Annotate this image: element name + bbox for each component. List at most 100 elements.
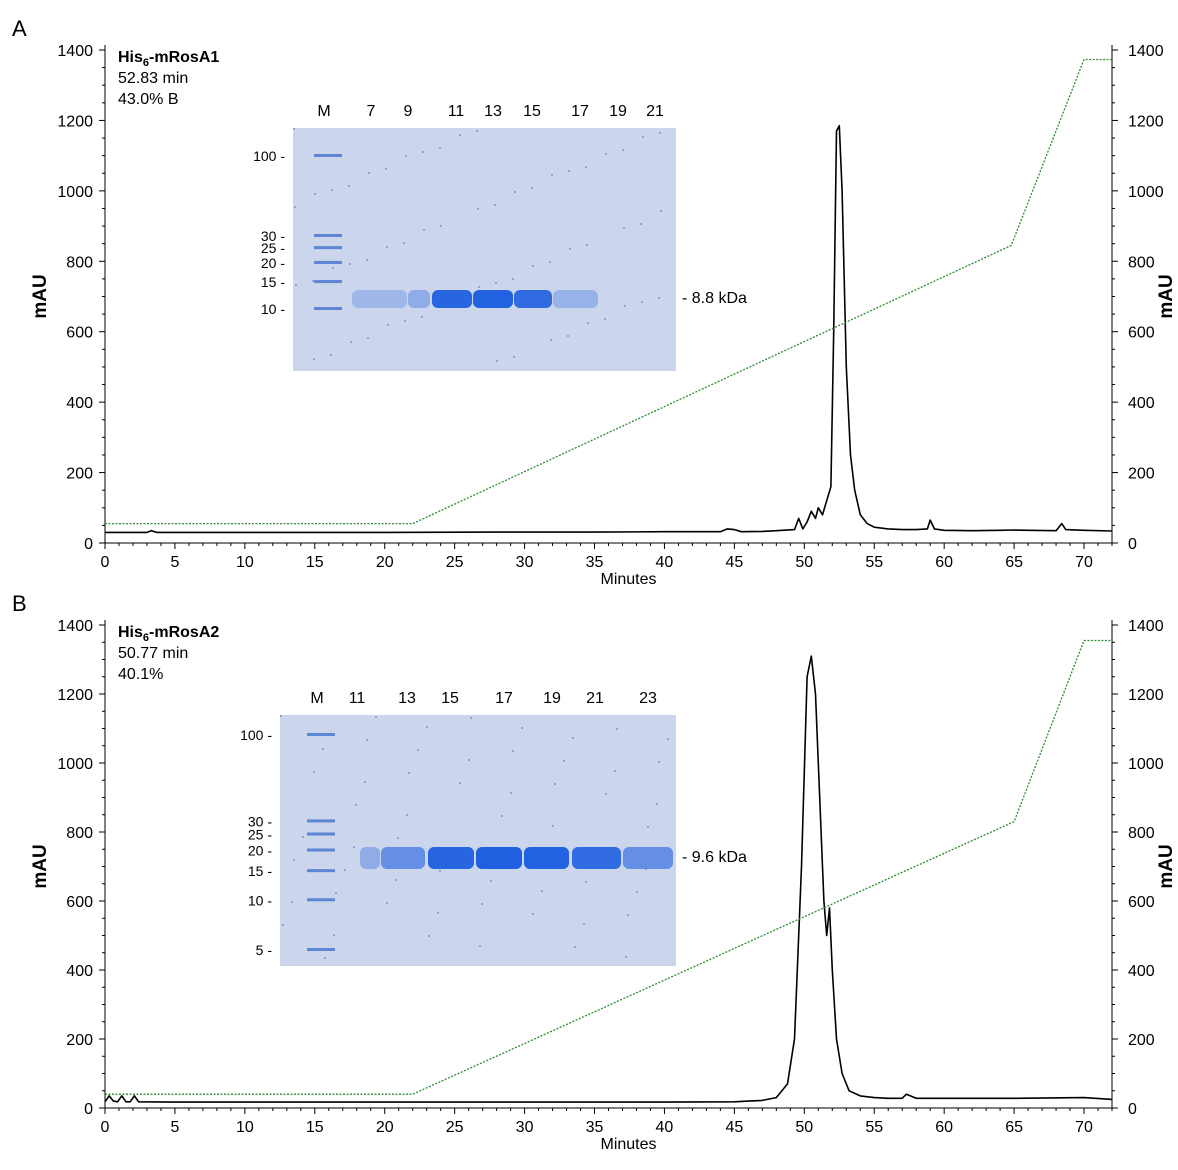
gel-lane-label: 19 [543, 690, 561, 707]
gel-speck [476, 130, 478, 132]
gel-lane-label: 23 [639, 690, 657, 707]
gel-speck [375, 716, 377, 718]
gel-speck [496, 360, 498, 362]
gel-speck [367, 337, 369, 339]
y-tick-label-left: 800 [66, 254, 93, 271]
chart-annotation: 40.1% [118, 666, 163, 683]
y-tick-label-left: 1000 [57, 184, 93, 201]
gel-speck [395, 879, 397, 881]
y-tick-label-right: 800 [1128, 825, 1155, 842]
x-tick-label: 0 [101, 1119, 110, 1136]
x-tick-label: 20 [376, 1119, 394, 1136]
gel-speck [551, 174, 553, 176]
gel-speck [623, 227, 625, 229]
x-tick-label: 25 [446, 1119, 464, 1136]
gel-lane-label: 13 [398, 690, 416, 707]
y-tick-label-left: 1200 [57, 687, 93, 704]
gel-speck [490, 880, 492, 882]
gel-speck [513, 356, 515, 358]
gel-marker-band [307, 898, 335, 902]
panel-label: A [12, 16, 27, 41]
absorbance-trace [105, 124, 1113, 534]
gel-band-label: - 9.6 kDa [682, 849, 747, 866]
x-tick-label: 15 [306, 554, 324, 571]
gel-speck [586, 244, 588, 246]
x-tick-label: 35 [586, 1119, 604, 1136]
y-axis-label-left: mAU [30, 274, 51, 318]
y-axis-label-right: mAU [1156, 274, 1177, 318]
x-tick-label: 40 [656, 1119, 674, 1136]
gel-lane-label: 11 [448, 103, 465, 120]
absorbance-trace [104, 655, 1113, 1103]
gel-speck [622, 149, 624, 151]
gel-speck [585, 881, 587, 883]
gel-speck [282, 924, 284, 926]
gel-speck [627, 914, 629, 916]
y-tick-label-left: 800 [66, 825, 93, 842]
gel-lane-label: M [317, 103, 330, 120]
x-tick-label: 55 [865, 1119, 883, 1136]
gel-speck [647, 826, 649, 828]
gradient-trace [105, 639, 1112, 1095]
gel-speck [335, 892, 337, 894]
chart-annotation: 43.0% B [118, 91, 178, 108]
gel-speck [408, 772, 410, 774]
gel-marker-label: 15 - [261, 274, 285, 290]
gel-protein-band [476, 847, 522, 869]
y-tick-label-left: 1400 [57, 618, 93, 635]
y-axis-label-left: mAU [30, 844, 51, 888]
gel-speck [532, 265, 534, 267]
gel-protein-band [352, 290, 407, 308]
gel-speck [314, 193, 316, 195]
y-tick-label-left: 200 [66, 1032, 93, 1049]
y-tick-label-right: 1000 [1128, 756, 1164, 773]
gel-speck [552, 825, 554, 827]
chart-annotation: 50.77 min [118, 645, 188, 662]
y-tick-label-right: 400 [1128, 963, 1155, 980]
gel-speck [658, 297, 660, 299]
gel-speck [563, 760, 565, 762]
gel-speck [439, 870, 441, 872]
gel-speck [331, 189, 333, 191]
gel-marker-label: 25 - [261, 240, 285, 256]
gel-marker-label: 10 - [248, 892, 272, 908]
gel-speck [494, 204, 496, 206]
gel-speck [569, 248, 571, 250]
x-tick-label: 70 [1075, 554, 1093, 571]
gel-speck [324, 957, 326, 959]
x-tick-label: 55 [865, 554, 883, 571]
gel-protein-band [572, 847, 621, 869]
chart-panel-a: A 0 0 200 200 400 400 600 600 800 800 1000 1000 1200 1… [12, 16, 1177, 585]
gel-protein-band [553, 290, 598, 308]
gel-protein-band [524, 847, 569, 869]
x-tick-label: 5 [170, 1119, 179, 1136]
gel-speck [572, 737, 574, 739]
y-tick-label-right: 1200 [1128, 113, 1164, 130]
panel-label: B [12, 591, 27, 616]
gel-speck [624, 305, 626, 307]
gel-speck [350, 341, 352, 343]
y-tick-label-right: 1000 [1128, 184, 1164, 201]
gel-marker-band [307, 832, 335, 836]
x-tick-label: 10 [236, 554, 254, 571]
y-tick-label-right: 200 [1128, 466, 1155, 483]
x-tick-label: 40 [656, 554, 674, 571]
gel-speck [439, 147, 441, 149]
y-tick-label-left: 600 [66, 325, 93, 342]
y-tick-label-right: 400 [1128, 395, 1155, 412]
gel-lane-label: 15 [441, 690, 459, 707]
gel-speck [604, 318, 606, 320]
y-tick-label-right: 0 [1128, 1101, 1137, 1118]
gel-marker-label: 30 - [261, 228, 285, 244]
gel-speck [554, 783, 556, 785]
gel-speck [549, 261, 551, 263]
gel-lane-label: 17 [571, 103, 589, 120]
gel-speck [313, 771, 315, 773]
title-main: His [118, 49, 143, 66]
gel-speck [385, 168, 387, 170]
gel-marker-band [307, 869, 335, 873]
x-tick-label: 60 [935, 1119, 953, 1136]
gel-lane-label: 21 [586, 690, 604, 707]
gel-marker-label: 100 - [253, 148, 285, 164]
y-tick-label-left: 1400 [57, 43, 93, 60]
